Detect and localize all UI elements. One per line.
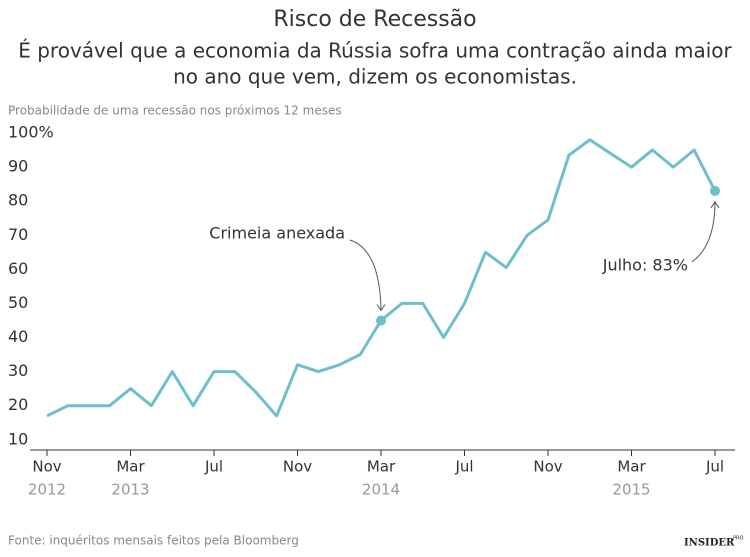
y-tick-label: 20 [8,395,28,414]
logo-sup: PRO [733,536,743,542]
x-year-label: 2015 [612,481,650,499]
x-tick-label: Jul [204,458,223,476]
x-tick-label: Mar [367,458,396,476]
arrow-head [710,201,720,209]
chart-title: Risco de Recessão [273,7,476,32]
x-tick-label: Jul [705,458,724,476]
y-tick-label: 40 [8,327,28,346]
x-tick-label: Mar [617,458,646,476]
point-marker [376,315,386,326]
y-tick-label: 70 [8,225,28,244]
chart-subtitle: no ano que vem, dizem os economistas. [173,65,577,89]
annotation: Crimeia anexada [209,224,345,243]
y-tick-label: 50 [8,293,28,312]
y-axis-label: Probabilidade de uma recessão nos próxim… [8,104,342,118]
y-tick-label: 60 [8,259,28,278]
x-tick-label: Nov [32,458,61,476]
y-tick-label: 10 [8,429,28,448]
annotation: Julho: 83% [602,256,688,275]
line [46,138,717,418]
y-tick-label: 100% [8,123,54,142]
x-tick-label: Nov [283,458,312,476]
chart-subtitle: É provável que a economia da Rússia sofr… [18,39,732,63]
annotation-arrow [691,201,716,263]
source: Fonte: inquéritos mensais feitos pela Bl… [8,534,299,548]
arrow-head [376,304,386,312]
x-tick-label: Nov [533,458,562,476]
x-tick-label: Jul [454,458,473,476]
logo: INSIDER [684,538,735,549]
y-tick-label: 30 [8,361,28,380]
point-marker [710,185,720,196]
x-year-label: 2013 [111,481,149,499]
y-tick-label: 90 [8,157,28,176]
x-tick-label: Mar [116,458,145,476]
annotation-arrow [349,239,382,311]
x-year-label: 2014 [362,481,400,499]
y-tick-label: 80 [8,191,28,210]
x-year-label: 2012 [28,481,66,499]
